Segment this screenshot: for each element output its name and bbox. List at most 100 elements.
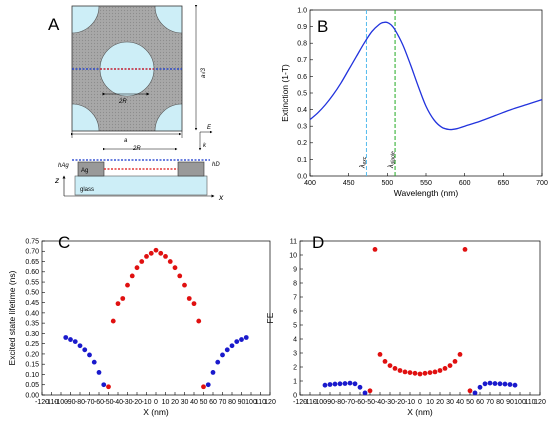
unit-cell-top-view [72, 6, 182, 131]
chart-d-point [447, 363, 453, 368]
chart-c-point [201, 384, 206, 390]
chart-d: -120-110-100-90 -80 -70 -60 -50 -40 -30 -20 -10 0… [265, 238, 546, 417]
panel-a-letter: A [48, 15, 60, 34]
chart-c-x-tick-label: 90 [238, 399, 246, 406]
chart-c-y-tick-label: 0.60 [25, 269, 39, 276]
chart-c-x-tick-label: 120 [264, 399, 276, 406]
chart-c-x-tick-label: 10 [162, 399, 170, 406]
chart-b-y-tick-label: 0.0 [297, 173, 307, 180]
chart-c-point [120, 296, 126, 301]
chart-b-y-tick-label: 0.9 [297, 24, 307, 31]
chart-c-point [234, 339, 240, 345]
chart-c-point [191, 301, 197, 307]
chart-c-point [77, 343, 83, 349]
panel-b-letter: B [317, 17, 328, 36]
chart-c-x-tick-label: -80 [75, 399, 85, 406]
chart-d-x-tick-label: 10 [426, 399, 434, 406]
chart-c-y-tick-label: 0.30 [25, 331, 39, 338]
chart-d-x-tick-label: 60 [476, 399, 484, 406]
chart-d-point [347, 380, 353, 386]
chart-c-point [68, 337, 73, 342]
chart-b-plot-frame [309, 9, 543, 177]
corner-hole-br [154, 103, 182, 131]
chart-c: -120-110-100-90 -80 -70 -60 -50 -40 -30 -20 -10 0… [7, 238, 276, 417]
chart-d-x-tick-label: -40 [375, 399, 385, 406]
chart-d-point [512, 382, 518, 388]
chart-c-y-tick-label: 0.45 [25, 300, 39, 307]
chart-b-y-tick-label: 0.2 [297, 140, 307, 147]
panel-d-letter: D [312, 233, 324, 252]
chart-d-x-tick-label: -70 [345, 399, 355, 406]
chart-c-y-tick-label: 0.10 [25, 372, 39, 379]
chart-d-x-tick-label: -110 [303, 399, 317, 406]
chart-b-series-line [309, 21, 543, 131]
label-h-ag: hAg [58, 163, 69, 169]
chart-c-y-tick-label: 0.55 [25, 279, 39, 286]
chart-d-point [392, 366, 398, 371]
corner-hole-tl [72, 6, 100, 34]
chart-c-x-tick-label: -60 [94, 399, 104, 406]
chart-d-y-tick-label: 2 [293, 364, 297, 371]
chart-c-point [134, 265, 140, 271]
chart-b-vline-label: λexc [359, 156, 368, 169]
panel-c-letter: C [58, 233, 70, 252]
chart-d-y-tick-label: 4 [293, 336, 297, 343]
chart-c-x-tick-label: 70 [219, 399, 227, 406]
label-x: x [218, 192, 224, 202]
chart-d-point [412, 370, 418, 376]
chart-c-point [115, 301, 121, 307]
chart-d-y-tick-label: 9 [293, 266, 297, 273]
chart-b-y-tick-label: 0.3 [297, 124, 307, 131]
chart-d-x-tick-label: -20 [395, 399, 405, 406]
chart-c-y-tick-label: 0.00 [25, 392, 39, 399]
corner-hole-bl [72, 103, 100, 131]
chart-c-x-tick-label: 80 [228, 399, 236, 406]
chart-c-point [239, 337, 244, 342]
chart-d-y-tick-label: 7 [293, 294, 297, 301]
chart-d-x-tick-label: 120 [534, 399, 546, 406]
chart-c-y-tick-label: 0.65 [25, 259, 39, 266]
chart-d-point [437, 368, 443, 373]
chart-d-point [432, 369, 438, 375]
chart-c-point [167, 259, 173, 264]
chart-d-point [387, 363, 393, 368]
chart-b-x-tick-label: 450 [343, 180, 355, 187]
chart-c-x-tick-label: 50 [200, 399, 208, 406]
chart-d-x-tick-label: -80 [335, 399, 345, 406]
chart-d-point [497, 381, 503, 387]
label-ag: Ag [81, 168, 88, 174]
chart-c-x-axis-label: X (nm) [143, 407, 169, 417]
chart-d-point [467, 388, 473, 394]
chart-c-point [158, 250, 164, 256]
chart-c-x-tick-label: 100 [245, 399, 257, 406]
chart-d-point [472, 390, 478, 396]
chart-d-point [427, 370, 433, 375]
chart-c-x-tick-label: 40 [190, 399, 198, 406]
chart-d-x-tick-label: -120 [293, 399, 307, 406]
chart-b-x-tick-label: 400 [304, 180, 316, 187]
chart-d-x-tick-label: 30 [446, 399, 454, 406]
chart-d-x-tick-label: 20 [436, 399, 444, 406]
chart-b-y-tick-label: 0.5 [297, 90, 307, 97]
chart-d-y-tick-label: 1 [293, 378, 297, 385]
chart-c-y-tick-label: 0.20 [25, 351, 39, 358]
chart-d-point [357, 384, 363, 390]
chart-d-point [352, 381, 358, 387]
chart-d-x-tick-label: -50 [365, 399, 375, 406]
chart-c-point [205, 382, 211, 388]
glass-substrate [74, 175, 208, 196]
chart-c-point [215, 359, 221, 365]
chart-d-y-tick-label: 10 [289, 252, 297, 259]
chart-c-point [182, 282, 187, 288]
chart-c-x-tick-label: -110 [45, 399, 59, 406]
chart-d-point [477, 384, 483, 390]
chart-b-y-tick-label: 0.6 [297, 74, 307, 81]
label-2r-top: 2R [118, 99, 127, 105]
chart-d-point [492, 381, 498, 386]
chart-d-x-tick-label: 90 [506, 399, 514, 406]
chart-b-x-tick-label: 650 [497, 180, 509, 187]
chart-d-point [417, 371, 423, 377]
chart-c-point [125, 282, 130, 288]
label-e: E [207, 125, 212, 131]
